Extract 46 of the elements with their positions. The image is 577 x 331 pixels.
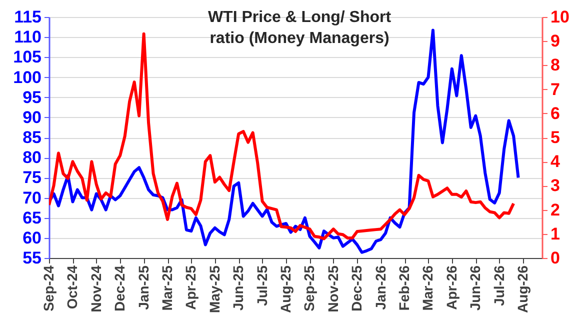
x-tick-label: Jun-26	[467, 265, 484, 311]
x-tick-label: Aug-25	[278, 265, 294, 313]
y-tick-label: 80	[22, 148, 42, 168]
y-tick-label: 90	[22, 108, 42, 127]
y2-tick-label: 0	[550, 248, 560, 268]
x-tick-label: Sep-25	[301, 265, 318, 312]
y2-tick-label: 9	[550, 32, 560, 51]
x-tick-label: Nov-24	[88, 265, 104, 312]
x-tick-label: Jul-26	[490, 265, 507, 306]
y-tick-label: 100	[13, 68, 42, 87]
x-tick-label: Mar-25	[159, 265, 176, 311]
x-tick-label: Jul-25	[254, 265, 270, 306]
x-tick-label: Apr-25	[182, 265, 199, 310]
y2-tick-label: 4	[550, 152, 560, 172]
x-tick-label: Sep-24	[40, 265, 56, 312]
x-tick-label: Mar-26	[420, 265, 436, 311]
y-tick-label: 70	[22, 188, 42, 208]
x-tick-label: Jan-26	[372, 265, 388, 310]
y-tick-label: 55	[22, 248, 42, 268]
y2-tick-label: 3	[550, 176, 560, 196]
x-tick-label: Dec-25	[348, 265, 365, 312]
x-tick-label: Oct-24	[64, 265, 80, 310]
x-tick-label: Nov-25	[324, 265, 341, 312]
y2-tick-label: 8	[550, 56, 560, 75]
x-tick-label: Dec-24	[112, 265, 128, 312]
y-tick-label: 60	[22, 228, 42, 248]
y-tick-label: 105	[13, 48, 42, 67]
y2-tick-label: 2	[550, 200, 560, 220]
x-tick-label: Apr-26	[443, 265, 460, 310]
x-tick-label: May-25	[206, 265, 222, 313]
y-tick-label: 65	[22, 208, 42, 228]
y2-tick-label: 6	[550, 104, 560, 123]
y2-tick-label: 10	[550, 8, 570, 26]
y-tick-label: 75	[22, 168, 42, 188]
y-tick-label: 115	[14, 8, 42, 26]
y-tick-label: 95	[22, 88, 42, 107]
y2-tick-label: 7	[550, 80, 560, 99]
y2-tick-label: 5	[550, 128, 560, 147]
y2-tick-label: 1	[550, 224, 560, 244]
x-tick-label: Jan-25	[135, 265, 152, 310]
x-tick-label: Jun-25	[230, 265, 246, 311]
x-tick-label: Feb-26	[396, 265, 412, 311]
chart-title: WTI Price & Long/ Short ratio (Money Managers)	[208, 9, 392, 47]
x-tick-label: Aug-26	[514, 265, 531, 313]
y-tick-label: 85	[22, 128, 42, 147]
y-tick-label: 110	[14, 28, 42, 47]
